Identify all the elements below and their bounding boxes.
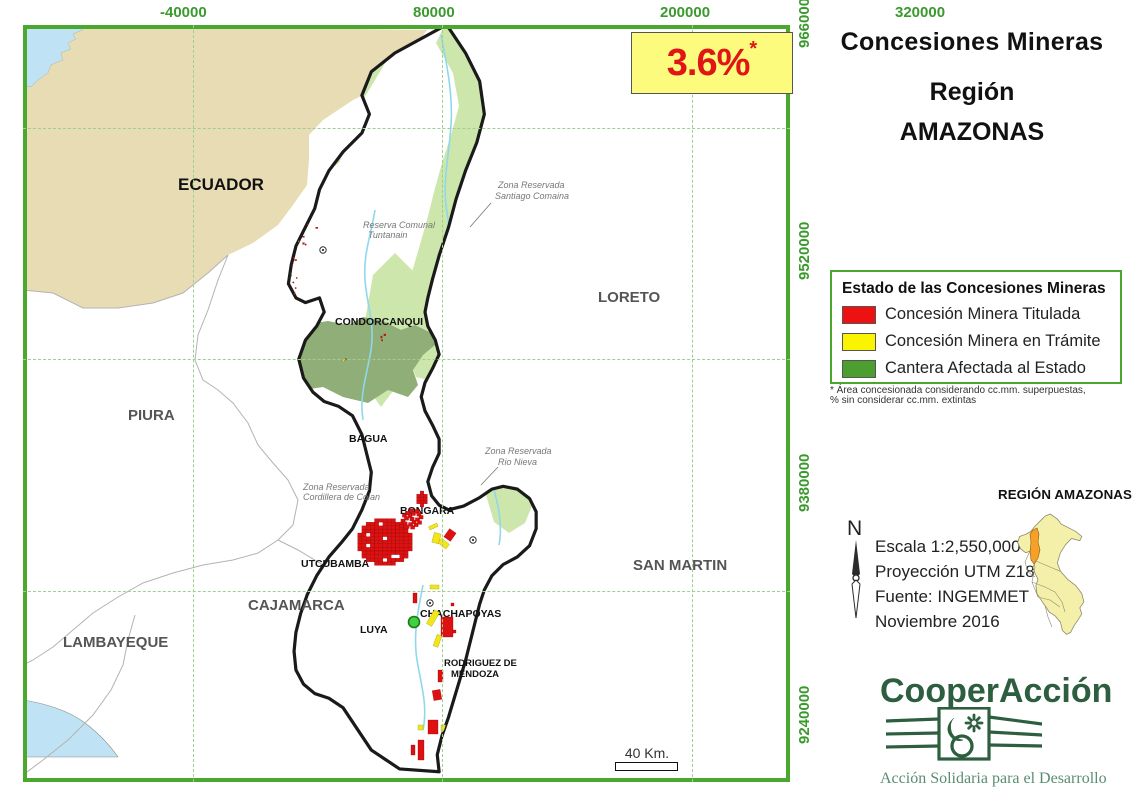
svg-text:ECUADOR: ECUADOR <box>178 175 264 194</box>
svg-text:LAMBAYEQUE: LAMBAYEQUE <box>63 634 168 651</box>
svg-text:SAN MARTIN: SAN MARTIN <box>633 557 727 574</box>
svg-text:Tuntanain: Tuntanain <box>368 230 407 240</box>
svg-text:Zona Reservada: Zona Reservada <box>484 446 552 456</box>
svg-text:BAGUA: BAGUA <box>349 433 388 445</box>
svg-text:Rio Nieva: Rio Nieva <box>498 457 537 467</box>
svg-text:CAJAMARCA: CAJAMARCA <box>248 597 345 614</box>
svg-text:Santiago Comaina: Santiago Comaina <box>495 191 569 201</box>
svg-text:UTCUBAMBA: UTCUBAMBA <box>301 558 370 570</box>
svg-text:Zona Reservada: Zona Reservada <box>497 180 565 190</box>
svg-text:CONDORCANQUI: CONDORCANQUI <box>335 316 423 328</box>
svg-text:Reserva Comunal: Reserva Comunal <box>363 220 436 230</box>
svg-text:RODRIGUEZ DE: RODRIGUEZ DE <box>444 658 517 669</box>
svg-text:Zona Reservada: Zona Reservada <box>302 482 370 492</box>
svg-text:LUYA: LUYA <box>360 624 388 636</box>
svg-text:LORETO: LORETO <box>598 289 661 306</box>
svg-text:PIURA: PIURA <box>128 407 175 424</box>
svg-text:MENDOZA: MENDOZA <box>451 669 499 680</box>
svg-text:Cordillera de Colan: Cordillera de Colan <box>303 492 380 502</box>
